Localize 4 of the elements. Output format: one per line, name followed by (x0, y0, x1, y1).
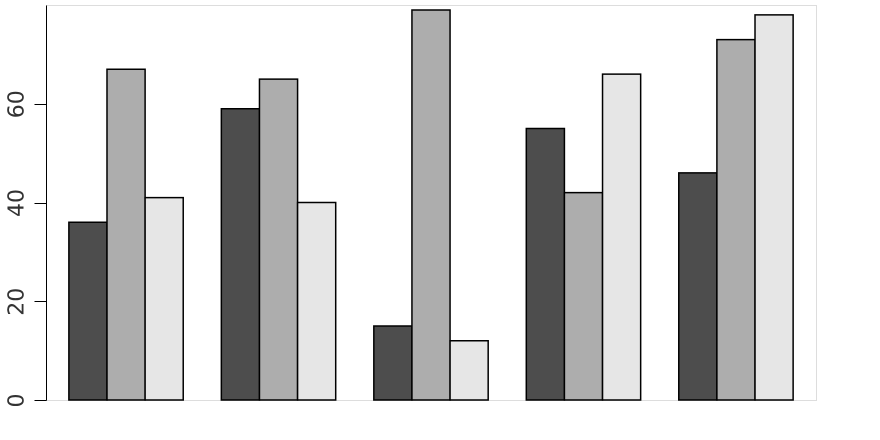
y-tick-label: 20 (4, 288, 30, 316)
y-tick-label: 60 (4, 90, 30, 118)
y-tick-label: 40 (4, 189, 30, 217)
y-tick-label: 0 (4, 394, 30, 408)
